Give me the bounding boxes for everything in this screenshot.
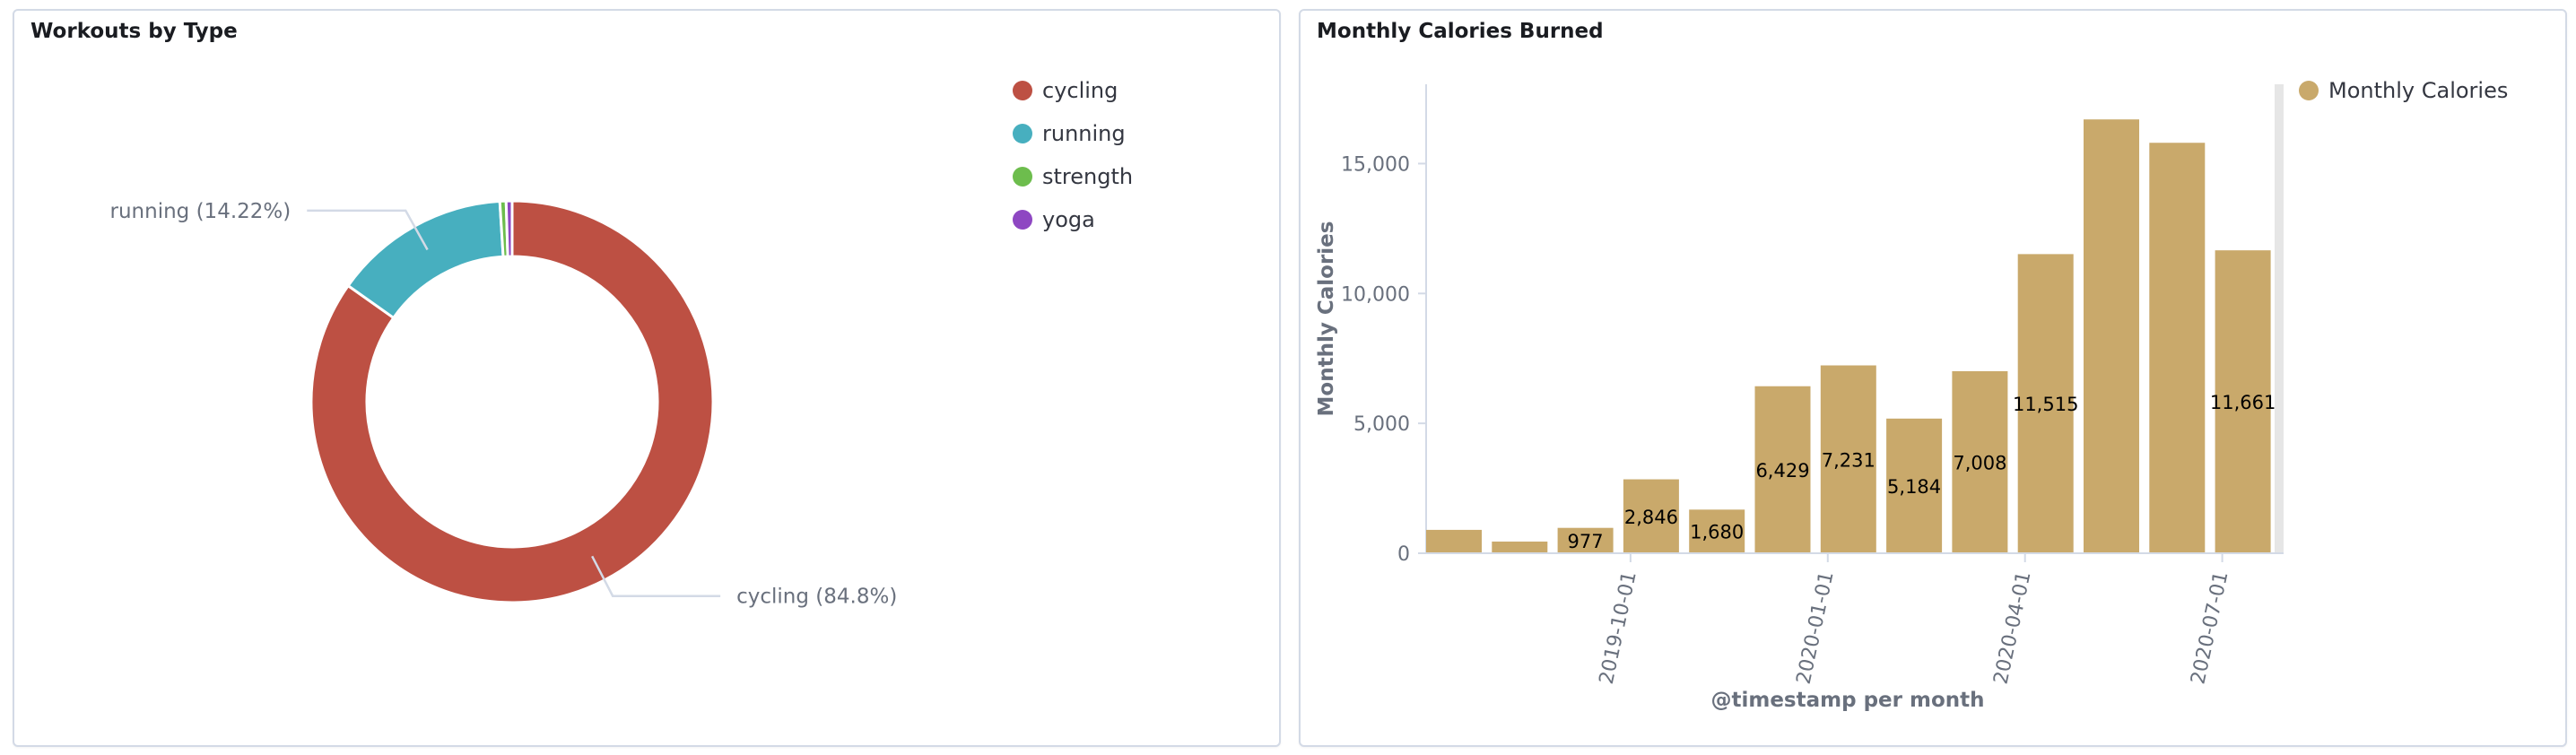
bar-2019-12-01 (1754, 386, 1811, 553)
workouts-panel: Workouts by Type running (14.22%) cycling… (13, 9, 1281, 747)
slice-label-leader-running (307, 209, 429, 251)
slice-label-cycling: cycling (84.8%) (736, 586, 897, 609)
calories-panel: Monthly Calories Burned 0 5,000 10,000 15,0… (1299, 9, 2567, 747)
workouts-panel-title: Workouts by Type (30, 20, 238, 43)
legend-label-strength: strength (1042, 164, 1133, 189)
bar-data-label: 2,846 (1624, 507, 1678, 528)
y-tick-label: 15,000 (1341, 153, 1410, 176)
bar-2019-10-01 (1623, 479, 1679, 553)
bar-data-label: 5,184 (1887, 476, 1941, 498)
bar-2020-01-01 (1820, 365, 1876, 553)
donut-slice-yoga (504, 199, 514, 258)
y-tick-label: 5,000 (1353, 413, 1410, 436)
bar-2019-08-01 (1492, 541, 1548, 553)
legend-dot-cycling (1013, 81, 1032, 100)
y-tick-label: 10,000 (1341, 283, 1410, 306)
x-tick-label: 2019-10-01 (1596, 569, 1641, 686)
workouts-donut-chart: running (14.22%) cycling (84.8%) cycling ru… (110, 78, 1134, 609)
x-tick-label: 2020-07-01 (2187, 569, 2232, 686)
x-axis-title: @timestamp per month (1710, 689, 1984, 712)
y-axis-title: Monthly Calories (1315, 221, 1338, 417)
donut-slice-running (346, 199, 505, 320)
calories-bar-chart: 0 5,000 10,000 15,000 Monthly Calories 977 2,8… (1315, 78, 2508, 712)
chart-edge-guide (2275, 84, 2284, 553)
x-tick-label: 2020-01-01 (1793, 569, 1839, 686)
bar-2020-02-01 (1886, 418, 1943, 553)
legend-label-monthly-calories: Monthly Calories (2328, 78, 2508, 103)
bar-data-label: 1,680 (1690, 522, 1744, 543)
bar-2020-05-01 (2084, 119, 2139, 554)
bar-2020-07-01 (2215, 250, 2271, 553)
bar-2019-11-01 (1689, 509, 1745, 553)
bar-data-label: 7,231 (1822, 449, 1875, 471)
legend-dot-monthly-calories (2299, 81, 2319, 100)
legend-label-running: running (1042, 121, 1126, 146)
bar-2020-03-01 (1952, 370, 2008, 553)
slice-label-leader-cycling (591, 555, 721, 597)
legend-dot-yoga (1013, 210, 1032, 230)
legend-label-yoga: yoga (1042, 207, 1095, 232)
legend-label-cycling: cycling (1042, 78, 1118, 103)
y-tick-label: 0 (1397, 543, 1410, 566)
slice-label-running: running (14.22%) (110, 200, 292, 223)
bar-2019-07-01 (1426, 529, 1482, 553)
calories-panel-title: Monthly Calories Burned (1317, 20, 1604, 43)
bar-data-label: 11,515 (2013, 394, 2078, 415)
legend-dot-running (1013, 124, 1032, 143)
bar-data-label: 11,661 (2210, 392, 2276, 413)
bar-2020-06-01 (2149, 143, 2206, 553)
donut-slice-cycling (309, 199, 715, 604)
x-tick-label: 2020-04-01 (1990, 569, 2036, 686)
bar-data-label: 7,008 (1953, 452, 2006, 473)
bar-data-label: 6,429 (1755, 460, 1809, 482)
legend-dot-strength (1013, 167, 1032, 187)
bar-data-label: 977 (1568, 531, 1604, 552)
bar-2020-04-01 (2017, 254, 2074, 553)
bar-2019-09-01 (1557, 527, 1614, 553)
